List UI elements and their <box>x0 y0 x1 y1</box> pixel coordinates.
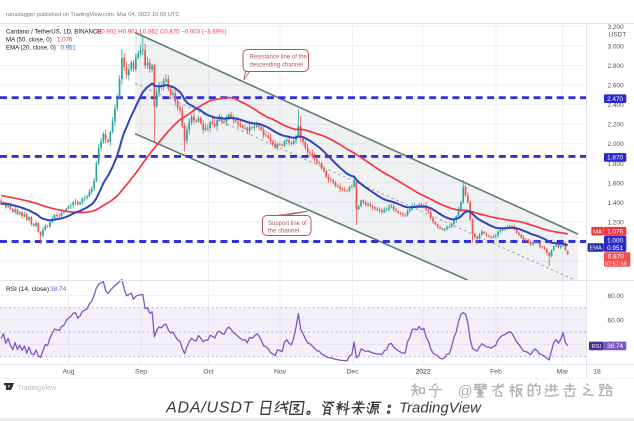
svg-text:Oct: Oct <box>203 369 214 376</box>
svg-text:2.800: 2.800 <box>608 63 625 70</box>
svg-text:1.870: 1.870 <box>607 155 623 162</box>
svg-text:1.000: 1.000 <box>607 237 623 244</box>
svg-text:38.74: 38.74 <box>50 286 67 293</box>
svg-text:Feb: Feb <box>490 369 502 376</box>
svg-text:ADA/USDT: ADA/USDT <box>165 400 254 417</box>
svg-text:Resistance line of the: Resistance line of the <box>250 55 308 61</box>
svg-text:0.951: 0.951 <box>61 45 77 52</box>
svg-text:2.000: 2.000 <box>608 141 625 148</box>
svg-text:1.076: 1.076 <box>607 229 623 236</box>
svg-text:2.470: 2.470 <box>607 96 623 103</box>
svg-text:3.000: 3.000 <box>608 43 625 50</box>
svg-text:Dec: Dec <box>346 369 359 376</box>
svg-text:Mar: Mar <box>557 369 569 376</box>
svg-text:1.600: 1.600 <box>608 180 625 187</box>
svg-text:1.200: 1.200 <box>608 219 625 226</box>
svg-text:2.400: 2.400 <box>608 102 625 109</box>
svg-text:Aug: Aug <box>62 369 74 376</box>
svg-text:TradingView: TradingView <box>399 400 482 417</box>
svg-text:MA: MA <box>593 229 602 235</box>
svg-text:ranadagger published on Tradin: ranadagger published on TradingView.com,… <box>6 12 179 18</box>
svg-text:MA (50, close, 0): MA (50, close, 0) <box>6 37 52 44</box>
svg-text:1.800: 1.800 <box>608 161 625 168</box>
svg-text:07:57:56: 07:57:56 <box>605 261 627 267</box>
svg-text:1.400: 1.400 <box>608 200 625 207</box>
svg-text:Sep: Sep <box>135 369 147 376</box>
svg-text:RSI: RSI <box>592 344 602 350</box>
svg-text:EMA: EMA <box>590 246 602 252</box>
svg-text:38.74: 38.74 <box>607 343 623 350</box>
svg-text:2.200: 2.200 <box>608 122 625 129</box>
svg-text:TradingView: TradingView <box>18 385 57 392</box>
svg-text:Nov: Nov <box>274 369 287 376</box>
svg-text:Support line of: Support line of <box>268 221 307 227</box>
svg-text:descending channel: descending channel <box>250 63 303 69</box>
svg-text:Cardano / TetherUS, 1D, BINANC: Cardano / TetherUS, 1D, BINANCE <box>6 29 101 36</box>
svg-text:1.076: 1.076 <box>57 37 73 44</box>
svg-text:RSI (14, close): RSI (14, close) <box>6 286 49 293</box>
svg-text:EMA (20, close, 0): EMA (20, close, 0) <box>6 45 56 52</box>
svg-text:60.00: 60.00 <box>608 317 625 324</box>
svg-text:@: @ <box>458 383 473 400</box>
svg-text:0.870: 0.870 <box>608 254 624 261</box>
svg-text:18: 18 <box>593 369 601 376</box>
svg-text:the channel: the channel <box>268 228 299 234</box>
svg-text:O0.902 H0.901 L0.862 C0.870 −0: O0.902 H0.901 L0.862 C0.870 −0.003 (−3.6… <box>97 29 227 36</box>
svg-text:80.00: 80.00 <box>608 293 625 300</box>
svg-text:2.600: 2.600 <box>608 83 625 90</box>
svg-text:3.200: 3.200 <box>608 24 625 31</box>
svg-text:2022: 2022 <box>415 369 430 376</box>
svg-text:USDT: USDT <box>609 32 627 39</box>
svg-text:0.951: 0.951 <box>607 245 623 252</box>
